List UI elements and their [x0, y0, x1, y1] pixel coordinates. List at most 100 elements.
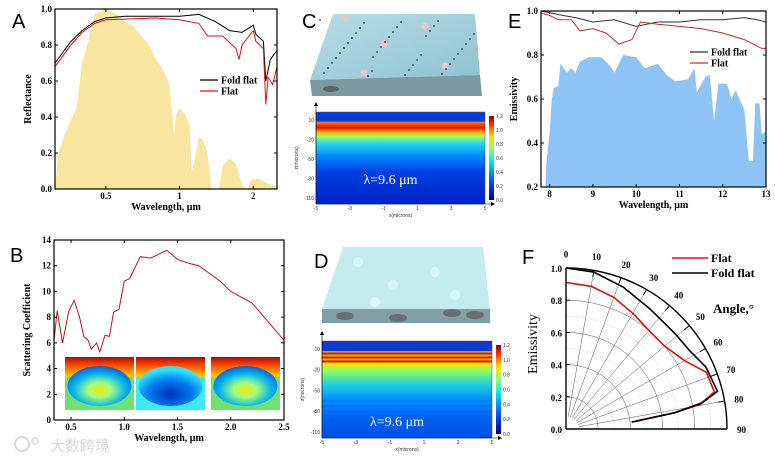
x-tick-label: 2.0 — [225, 422, 237, 432]
surface-dot — [425, 35, 427, 37]
y-tick-label: 0.4 — [41, 112, 53, 122]
y-tick-label: 0.8 — [41, 40, 53, 50]
angle-tick-label: 60 — [713, 337, 723, 347]
colorbar-tick-label: 1.0 — [503, 358, 510, 364]
y-tick-label: 0.6 — [527, 94, 539, 104]
angle-tick — [642, 289, 647, 296]
porous-film-3d-render — [310, 14, 482, 96]
x-tick-label: 0.5 — [65, 422, 77, 432]
watermark-text: 大数跨境 — [50, 437, 110, 455]
legend-label: Fold flat — [711, 266, 755, 280]
angular-gridline — [577, 348, 706, 423]
legend-label: Flat — [221, 87, 239, 98]
surface-dot — [437, 20, 439, 22]
surface-dot — [473, 33, 475, 35]
colorbar-tick-label: 0.6 — [496, 156, 503, 162]
panel-label-e: E — [508, 11, 521, 33]
surface-dot — [400, 21, 402, 23]
angle-tick — [711, 373, 718, 377]
y-tick-label: 0.0 — [41, 184, 53, 194]
surface-dot — [380, 46, 382, 48]
pore — [430, 267, 440, 277]
x-tick-label: 1 — [177, 191, 182, 201]
field-heatmap: -5 -3 -1 1 3 5 10 -20 -50 -80 -110 x(microns) z(micr… — [294, 102, 503, 219]
radial-gridline — [565, 332, 663, 430]
angle-axis-label: Angle,° — [713, 301, 754, 316]
x-tick-label: -3 — [354, 440, 359, 446]
background-area — [55, 9, 277, 189]
pore — [441, 62, 449, 70]
y-tick-label: 0.2 — [41, 148, 53, 158]
angle-tick-label: 10 — [592, 252, 602, 262]
r-tick-label: 0.2 — [551, 393, 563, 403]
pore — [370, 297, 380, 307]
x-tick-label: 3 — [457, 440, 460, 446]
surface-dot — [469, 38, 471, 40]
x-tick-label: -5 — [314, 206, 319, 212]
y-axis-label: Emissivity — [526, 314, 541, 374]
surface-dot — [339, 52, 341, 54]
pore — [388, 280, 398, 290]
colorbar — [489, 116, 494, 200]
series-line-fold-flat — [54, 13, 278, 82]
angle-tick-label: 80 — [734, 395, 744, 405]
field-distribution-inset — [65, 357, 134, 410]
x-axis-label: x(microns) — [395, 447, 419, 453]
cross-section-pore — [389, 314, 407, 322]
minor-gridline — [565, 412, 583, 430]
panel-c: -5 -3 -1 1 3 5 10 -20 -50 -80 -110 x(microns) z(micr… — [294, 14, 503, 219]
x-tick-label: 13 — [762, 189, 772, 199]
field-heatmap: -5 -3 -1 1 3 5 10 -20 -50 -80 -110 x(microns) z(micr… — [300, 331, 510, 453]
chart-f: 0.0 0.2 0.4 0.6 0.8 1.00 10 20 30 40 50 60 70 80 90 Emi… — [526, 250, 755, 435]
x-tick-label: 5 — [484, 206, 487, 212]
plot-frame — [53, 239, 285, 421]
surface-dot — [367, 75, 369, 77]
y-axis-label: z(microns) — [300, 378, 306, 402]
pore — [450, 290, 460, 300]
surface-dot — [445, 68, 447, 70]
surface-dot — [453, 58, 455, 60]
x-tick-label: -3 — [348, 206, 353, 212]
panel-label-f: F — [522, 247, 534, 269]
r-tick-label: 0.6 — [551, 328, 563, 338]
r-tick-label: 1.0 — [551, 264, 563, 274]
surface-dot — [327, 67, 329, 69]
surface-dot — [416, 59, 418, 61]
inset-particle-field — [213, 366, 278, 406]
angular-gridline — [574, 305, 670, 420]
y-tick-label: 6 — [47, 338, 52, 348]
y-axis-label: Emissivity — [509, 77, 520, 121]
colorbar-tick-label: 1.2 — [503, 343, 510, 349]
plot-frame — [54, 8, 278, 190]
chart-a: 0.5 1 2 0.0 0.2 0.4 0.6 0.8 1.0 Wavelength, μm Ref… — [23, 4, 278, 213]
outer-arc — [565, 267, 728, 430]
wavelength-annotation: λ=9.6 μm — [363, 173, 417, 188]
watermark-logo-icon — [31, 437, 39, 445]
surface-dot — [420, 54, 422, 56]
series-line-flat — [565, 281, 716, 423]
y-tick-label: 1.0 — [527, 6, 539, 16]
y-tick-label: 2 — [47, 389, 52, 399]
y-tick-label: 8 — [47, 312, 52, 322]
pore — [360, 69, 368, 77]
surface-dot — [371, 70, 373, 72]
x-tick-label: 2.5 — [278, 422, 290, 432]
y-tick-label: 0 — [47, 415, 52, 425]
legend-label: Fold flat — [711, 48, 748, 59]
inset-particle-field — [67, 366, 132, 406]
surface-dot — [465, 43, 467, 45]
series-line-scattering — [53, 249, 285, 354]
x-tick-label: 1.5 — [172, 422, 184, 432]
colorbar-tick-label: 0.8 — [503, 373, 510, 379]
angular-gridline — [572, 289, 647, 418]
x-axis-label: Wavelength, μm — [131, 202, 201, 213]
r-tick-label: 0.0 — [551, 425, 563, 435]
angle-tick-label: 30 — [649, 273, 659, 283]
surface-dot — [461, 48, 463, 50]
surface-dot — [404, 74, 406, 76]
radial-gridline — [565, 364, 631, 430]
panel-label-a: A — [12, 11, 26, 33]
series-line-flat — [54, 17, 278, 105]
r-tick-label: 0.8 — [551, 296, 563, 306]
cross-section-pore — [443, 309, 461, 317]
